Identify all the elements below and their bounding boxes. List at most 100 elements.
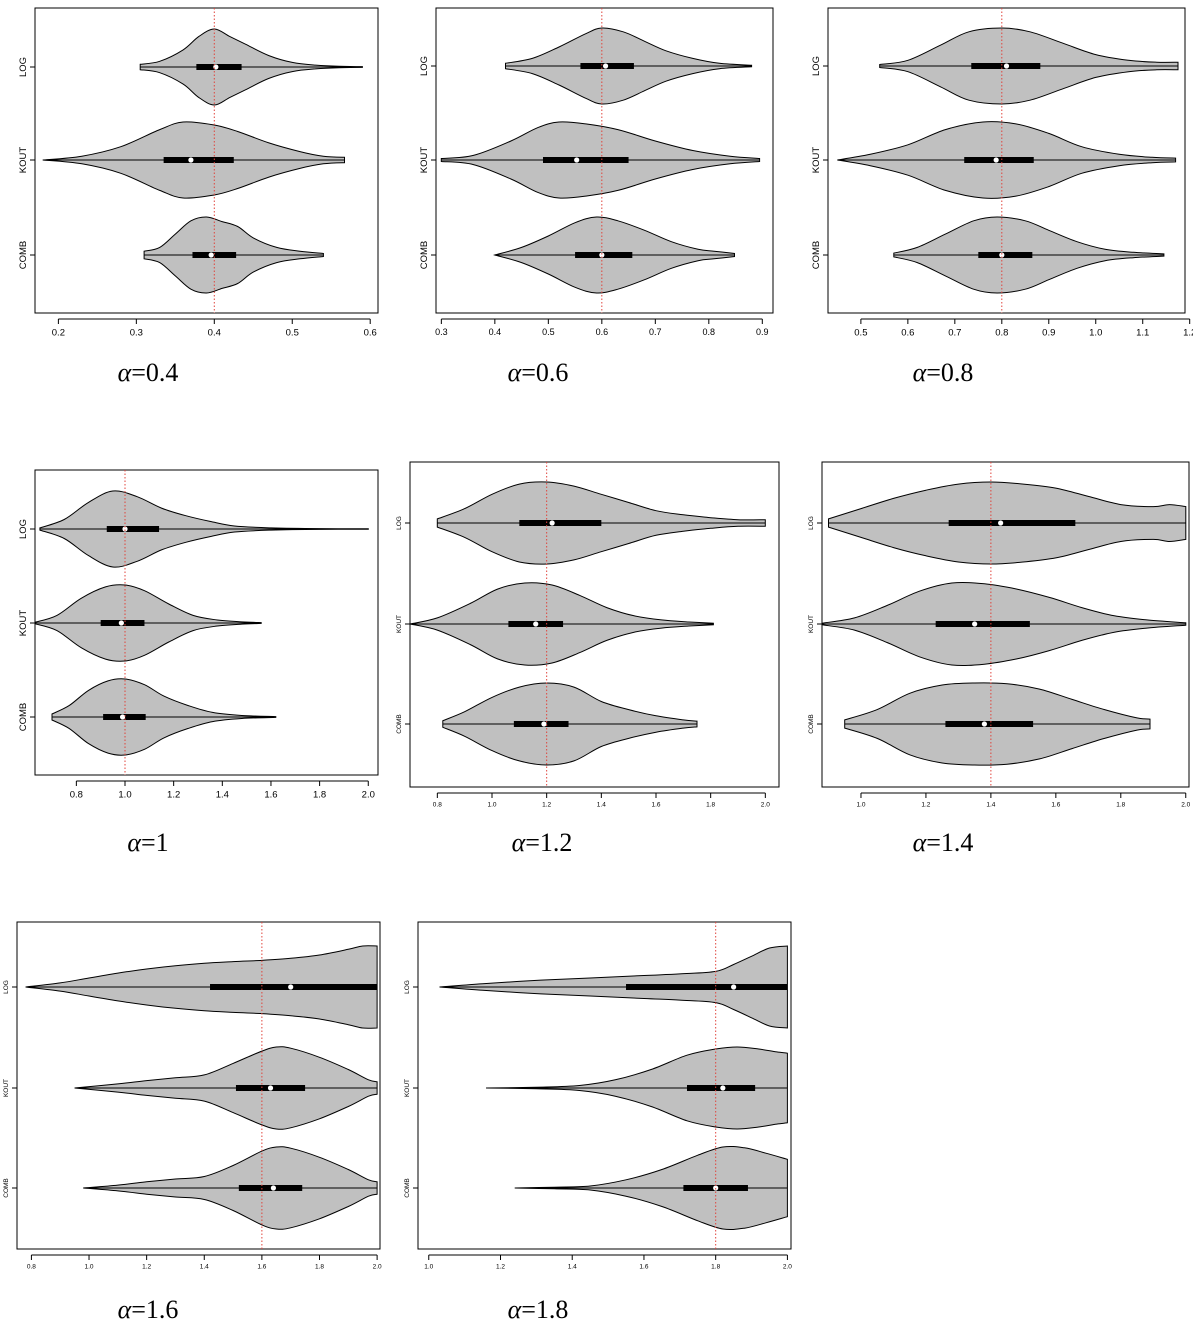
x-tick-label: 1.8 — [1116, 802, 1125, 809]
x-tick-label: 0.7 — [948, 328, 961, 339]
median-dot — [574, 157, 580, 163]
group-label: COMB — [419, 241, 430, 270]
median-dot — [602, 63, 609, 69]
iqr-box — [626, 984, 788, 990]
caption-symbol: α — [507, 1295, 522, 1324]
x-tick-label: 1.0 — [487, 802, 496, 809]
panel-caption: α=1.2 — [442, 828, 642, 858]
iqr-box — [519, 520, 602, 526]
caption-value: 1.2 — [539, 828, 573, 857]
median-dot — [549, 520, 555, 526]
median-dot — [288, 984, 294, 990]
x-tick-label: 0.6 — [596, 327, 609, 337]
x-tick-label: 0.3 — [130, 328, 143, 339]
iqr-box — [163, 157, 234, 163]
x-tick-label: 2.0 — [362, 790, 375, 801]
x-tick-label: 1.6 — [264, 790, 277, 801]
group-label: COMB — [396, 714, 403, 734]
group-label: KOUT — [808, 615, 815, 633]
caption-value: 0.8 — [940, 358, 974, 387]
group-label: KOUT — [396, 615, 403, 633]
x-tick-label: 0.5 — [286, 328, 299, 339]
group-label: LOG — [404, 980, 411, 994]
x-tick-label: 1.2 — [921, 802, 930, 809]
median-dot — [119, 714, 126, 720]
caption-value: 1.4 — [940, 828, 974, 857]
panel-caption: α=1.4 — [843, 828, 1043, 858]
group-label: LOG — [808, 516, 815, 530]
x-tick-label: 1.4 — [986, 802, 995, 809]
iqr-box — [978, 252, 1033, 258]
group-label: COMB — [808, 714, 815, 734]
median-dot — [122, 526, 128, 532]
plot-frame — [16, 921, 381, 1250]
x-tick-label: 1.4 — [216, 790, 229, 801]
x-tick-label: 1.6 — [257, 1264, 266, 1271]
x-tick-label: 1.2 — [142, 1264, 151, 1271]
group-label: KOUT — [18, 147, 29, 174]
caption-symbol: α — [507, 358, 522, 387]
iqr-box — [935, 621, 1030, 627]
caption-symbol: α — [117, 1295, 132, 1324]
median-dot — [118, 620, 124, 626]
group-label: LOG — [419, 56, 430, 76]
panel-caption: α=1.6 — [48, 1295, 248, 1325]
median-dot — [998, 520, 1004, 526]
panel-caption: α=1.8 — [438, 1295, 638, 1325]
group-label: LOG — [396, 516, 403, 530]
caption-symbol: α — [511, 828, 526, 857]
x-tick-label: 2.0 — [761, 802, 770, 809]
x-tick-label: 1.0 — [856, 802, 865, 809]
group-label: COMB — [18, 241, 29, 270]
iqr-box — [196, 64, 242, 70]
median-dot — [270, 1185, 277, 1191]
x-tick-label: 1.0 — [1089, 328, 1102, 339]
x-tick-label: 1.6 — [1051, 802, 1060, 809]
x-tick-label: 0.4 — [489, 327, 502, 337]
iqr-box — [238, 1185, 303, 1191]
caption-equals: = — [521, 358, 536, 387]
group-label: LOG — [811, 56, 822, 76]
median-dot — [1003, 63, 1010, 69]
x-tick-label: 0.2 — [52, 328, 65, 339]
panel-caption: α=0.6 — [438, 358, 638, 388]
iqr-box — [948, 520, 1076, 526]
x-tick-label: 1.6 — [651, 802, 660, 809]
caption-equals: = — [140, 828, 156, 857]
panel-caption: α=0.4 — [48, 358, 248, 388]
x-tick-label: 0.5 — [542, 327, 555, 337]
group-label: COMB — [811, 241, 822, 270]
median-dot — [999, 252, 1005, 258]
median-dot — [208, 252, 214, 258]
iqr-box — [945, 721, 1034, 727]
x-tick-label: 1.8 — [706, 802, 715, 809]
x-tick-label: 1.2 — [1183, 328, 1193, 339]
x-tick-label: 0.4 — [208, 328, 221, 339]
group-label: KOUT — [18, 610, 29, 637]
caption-value: 0.4 — [145, 358, 179, 387]
group-label: LOG — [18, 519, 29, 539]
group-label: LOG — [3, 980, 10, 994]
caption-symbol: α — [127, 828, 141, 857]
x-tick-label: 1.8 — [313, 790, 326, 801]
group-label: KOUT — [404, 1079, 411, 1097]
caption-symbol: α — [912, 828, 927, 857]
x-tick-label: 1.8 — [711, 1264, 720, 1271]
x-tick-label: 0.8 — [70, 790, 83, 801]
median-dot — [972, 621, 978, 627]
caption-value: 0.6 — [535, 358, 569, 387]
group-label: COMB — [3, 1178, 10, 1198]
iqr-box — [192, 252, 237, 258]
x-tick-label: 0.8 — [995, 328, 1008, 339]
iqr-box — [964, 157, 1034, 163]
x-tick-label: 1.4 — [597, 802, 606, 809]
caption-equals: = — [131, 358, 146, 387]
plot-frame — [417, 921, 792, 1250]
iqr-box — [210, 984, 378, 990]
